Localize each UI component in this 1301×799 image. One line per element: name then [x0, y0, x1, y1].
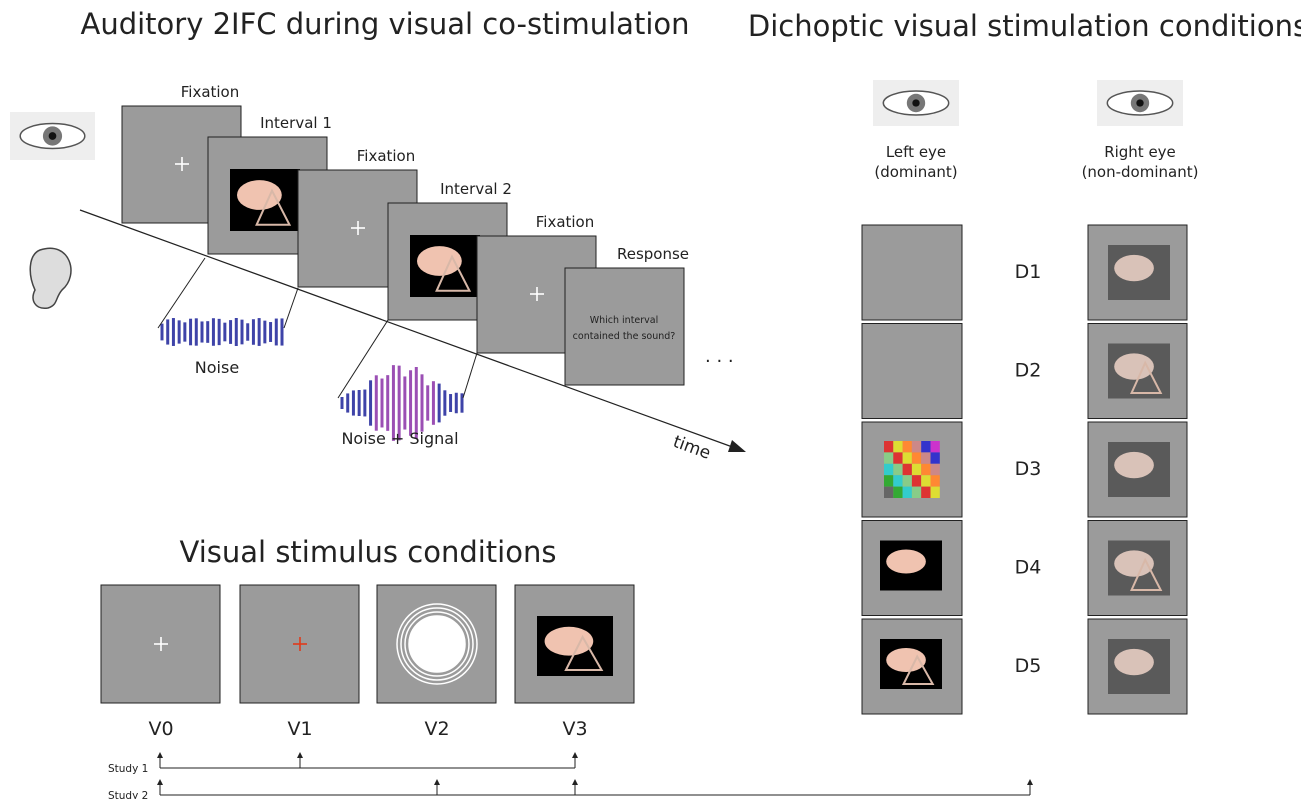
mondrian-patch — [921, 487, 930, 498]
frame — [862, 324, 962, 419]
mondrian-patch — [893, 464, 902, 475]
title: Visual stimulus conditions — [180, 535, 557, 569]
mondrian-patch — [903, 475, 912, 486]
condition-label: V1 — [287, 718, 312, 740]
hand — [1114, 452, 1154, 478]
mondrian-patch — [903, 464, 912, 475]
mondrian-patch — [903, 487, 912, 498]
frame-label: Response — [617, 245, 689, 263]
study-arrow — [157, 779, 163, 785]
mondrian-patch — [921, 475, 930, 486]
eye-label: (dominant) — [874, 163, 957, 181]
ellipsis: . . . — [705, 346, 734, 367]
frame-label: Fixation — [536, 213, 595, 231]
mondrian-patch — [931, 464, 940, 475]
response-text: contained the sound? — [573, 331, 676, 342]
eye-icon — [1136, 99, 1143, 106]
mondrian-patch — [884, 452, 893, 463]
mondrian-patch — [912, 475, 921, 486]
mondrian-patch — [921, 464, 930, 475]
mondrian-patch — [884, 464, 893, 475]
condition-label: D3 — [1015, 458, 1042, 480]
mondrian-patch — [921, 441, 930, 452]
study-label: Study 2 — [108, 790, 148, 799]
mondrian-patch — [931, 475, 940, 486]
study-arrow — [1027, 779, 1033, 785]
mondrian-patch — [893, 475, 902, 486]
connector — [463, 353, 477, 398]
ear-icon — [30, 248, 71, 308]
study-arrow — [157, 752, 163, 758]
eye-label: (non-dominant) — [1082, 163, 1199, 181]
ring — [409, 616, 465, 672]
condition-label: D4 — [1015, 557, 1042, 579]
hand — [1114, 649, 1154, 675]
mondrian-patch — [912, 487, 921, 498]
mondrian-patch — [893, 441, 902, 452]
mondrian-patch — [931, 452, 940, 463]
title: Dichoptic visual stimulation conditions — [748, 9, 1301, 43]
mondrian-patch — [912, 452, 921, 463]
response-text: Which interval — [590, 315, 659, 326]
eye-label: Right eye — [1104, 143, 1176, 161]
eye-icon — [912, 99, 919, 106]
hand — [1114, 255, 1154, 281]
condition-label: V2 — [424, 718, 449, 740]
condition-label: D5 — [1015, 655, 1042, 677]
mondrian-patch — [912, 464, 921, 475]
frame-label: Fixation — [181, 83, 240, 101]
condition-label: D1 — [1015, 261, 1042, 283]
condition-label: D2 — [1015, 360, 1042, 382]
study-arrow — [297, 752, 303, 758]
study-arrow — [434, 779, 440, 785]
noise-label: Noise — [195, 358, 239, 377]
eye-icon — [49, 132, 57, 140]
frame-label: Interval 2 — [440, 180, 512, 198]
connector — [158, 258, 205, 328]
condition-label: V0 — [148, 718, 173, 740]
frame — [862, 225, 962, 320]
noise-signal-label: Noise + Signal — [341, 429, 458, 448]
arrow-head — [728, 440, 746, 452]
figure: Auditory 2IFC during visual co-stimulati… — [0, 0, 1301, 799]
mondrian-patch — [921, 452, 930, 463]
mondrian-patch — [931, 441, 940, 452]
mondrian-patch — [884, 475, 893, 486]
frame-label: Fixation — [357, 147, 416, 165]
connector — [284, 288, 298, 328]
mondrian-patch — [912, 441, 921, 452]
study-arrow — [572, 752, 578, 758]
mondrian-patch — [893, 452, 902, 463]
hand — [886, 550, 926, 574]
mondrian-patch — [931, 487, 940, 498]
time-label: time — [670, 432, 713, 464]
mondrian-patch — [884, 487, 893, 498]
frame-label: Interval 1 — [260, 114, 332, 132]
condition-label: V3 — [562, 718, 587, 740]
eye-label: Left eye — [886, 143, 946, 161]
mondrian-patch — [893, 487, 902, 498]
study-arrow — [572, 779, 578, 785]
mondrian-patch — [903, 441, 912, 452]
mondrian-patch — [903, 452, 912, 463]
study-label: Study 1 — [108, 763, 148, 775]
title: Auditory 2IFC during visual co-stimulati… — [80, 7, 689, 41]
frame — [565, 268, 684, 385]
mondrian-patch — [884, 441, 893, 452]
